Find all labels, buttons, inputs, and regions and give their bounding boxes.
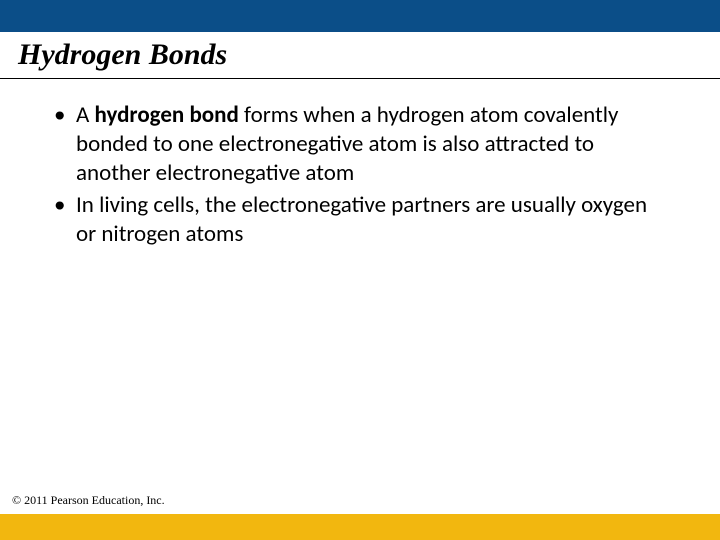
- bullet-text: A hydrogen bond forms when a hydrogen at…: [76, 101, 618, 187]
- content-area: A hydrogen bond forms when a hydrogen at…: [0, 79, 720, 540]
- slide: Hydrogen Bonds A hydrogen bond forms whe…: [0, 0, 720, 540]
- list-item: In living cells, the electronegative par…: [48, 191, 672, 249]
- bullet-prefix: In living cells, the electronegative par…: [76, 191, 647, 248]
- bullet-bold: hydrogen bond: [95, 101, 239, 129]
- bullet-text: In living cells, the electronegative par…: [76, 191, 647, 248]
- bullet-list: A hydrogen bond forms when a hydrogen at…: [48, 101, 672, 249]
- list-item: A hydrogen bond forms when a hydrogen at…: [48, 101, 672, 187]
- bullet-prefix: A: [76, 101, 95, 129]
- title-area: Hydrogen Bonds: [0, 32, 720, 76]
- footer-accent-bar: [0, 514, 720, 540]
- copyright-text: © 2011 Pearson Education, Inc.: [12, 493, 165, 508]
- top-accent-bar: [0, 0, 720, 32]
- slide-title: Hydrogen Bonds: [18, 38, 702, 72]
